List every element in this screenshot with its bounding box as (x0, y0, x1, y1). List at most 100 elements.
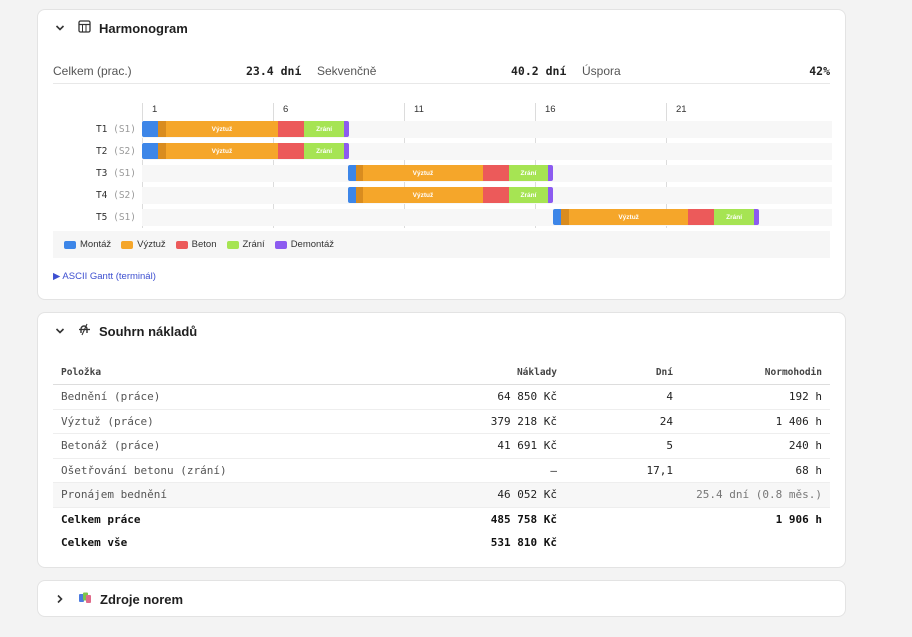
total-value: 23.4 dní (246, 64, 302, 78)
gantt-tick-label: 6 (283, 104, 289, 115)
gantt-bar-vyztuz: Výztuž (165, 121, 279, 137)
gantt-bar-zrani: Zrání (508, 187, 549, 203)
cell-days (565, 531, 681, 555)
gantt-bar-beton (482, 187, 509, 203)
seq-value: 40.2 dní (511, 64, 567, 78)
gantt-bar-vyztuz_dark (355, 187, 364, 203)
sources-header[interactable]: Zdroje norem (54, 581, 183, 617)
legend-label: Beton (191, 239, 217, 250)
chevron-down-icon[interactable] (54, 22, 66, 34)
legend-swatch (64, 240, 76, 249)
books-icon (78, 591, 92, 607)
sources-title: Zdroje norem (100, 591, 184, 607)
harmonogram-title: Harmonogram (99, 20, 188, 36)
legend-label: Zrání (242, 239, 265, 250)
cell-item: Pronájem bednění (53, 482, 359, 508)
gantt-bar-vyztuz_dark (157, 143, 166, 159)
legend-item-demontaz: Demontáž (274, 239, 334, 250)
gantt-bar-demontaz (343, 143, 349, 159)
cell-cost: 64 850 Kč (359, 384, 565, 410)
gantt-bar-montaz (142, 143, 158, 159)
table-row: Výztuž (práce) 379 218 Kč 24 1 406 h (53, 409, 830, 434)
cell-cost: — (359, 458, 565, 483)
gantt-bar-zrani: Zrání (304, 143, 344, 159)
legend-swatch (175, 240, 188, 249)
gantt-tick-label: 1 (152, 104, 158, 115)
gantt-tick-label: 21 (676, 104, 687, 115)
gantt-bar-montaz (347, 165, 356, 181)
costs-table: Položka Náklady Dní Normohodin Bednění (… (53, 361, 830, 555)
gantt-bar-demontaz (343, 121, 349, 137)
ascii-gantt-toggle[interactable]: ▶ ASCII Gantt (terminál) (53, 271, 156, 282)
gantt-bar-zrani: Zrání (508, 165, 549, 181)
gantt-bar-zrani: Zrání (304, 121, 344, 137)
legend-item-beton: Beton (175, 239, 217, 250)
gantt-bar-demontaz (548, 187, 554, 203)
gantt-bar-montaz (553, 209, 562, 225)
legend-item-vyztuz: Výztuž (121, 239, 166, 250)
costs-title: Souhrn nákladů (99, 323, 198, 339)
gantt-bar-montaz (347, 187, 356, 203)
rental-row: Pronájem bednění 46 052 Kč 25.4 dní (0.8… (53, 482, 830, 508)
cell-item: Celkem vše (61, 536, 128, 550)
gantt-bar-beton (482, 165, 509, 181)
legend-label: Výztuž (137, 239, 166, 250)
chevron-right-icon[interactable] (54, 593, 66, 605)
gantt-bar-vyztuz: Výztuž (165, 143, 279, 159)
seq-label: Sekvenčně (317, 64, 377, 78)
table-header-row: Položka Náklady Dní Normohodin (53, 361, 830, 385)
col-cost: Náklady (359, 361, 565, 385)
cell-days: 17,1 (565, 458, 681, 483)
table-row: Bednění (práce) 64 850 Kč 4 192 h (53, 384, 830, 410)
gantt-chart: 1 6 11 16 21 T1 (S1) Výztuž Zrání T2 (S2) Výztuž Z… (53, 94, 832, 229)
gantt-bar-montaz (142, 121, 158, 137)
table-row: Betonáž (práce) 41 691 Kč 5 240 h (53, 433, 830, 459)
costs-header[interactable]: Souhrn nákladů (54, 313, 197, 349)
cell-hours: 1 906 h (775, 512, 822, 526)
gantt-bar-vyztuz: Výztuž (363, 187, 483, 203)
cell-days: 5 (565, 433, 681, 459)
gantt-bar-vyztuz: Výztuž (363, 165, 483, 181)
saving-value: 42% (809, 64, 830, 78)
legend-swatch (121, 240, 134, 249)
gantt-bar-demontaz (548, 165, 554, 181)
cell-cost: 485 758 Kč (490, 512, 557, 526)
gantt-bar-zrani: Zrání (714, 209, 754, 225)
gantt-row-label: T1 (S1) (95, 124, 136, 135)
gantt-tick-label: 16 (545, 104, 556, 115)
legend-item-montaz: Montáž (64, 239, 111, 250)
legend-swatch (226, 240, 239, 249)
chevron-down-icon[interactable] (54, 325, 66, 337)
legend-label: Demontáž (290, 239, 334, 250)
legend-item-zrani: Zrání (226, 239, 265, 250)
cell-days (565, 507, 681, 531)
cell-hours: 1 406 h (681, 409, 830, 434)
cell-hours: 240 h (681, 433, 830, 459)
gantt-bar-beton (278, 143, 305, 159)
gantt-row-label: T5 (S1) (95, 212, 136, 223)
col-item: Položka (53, 361, 359, 385)
total-work-row: Celkem práce 485 758 Kč 1 906 h (53, 507, 830, 531)
col-days: Dní (565, 361, 681, 385)
sources-card: Zdroje norem (37, 580, 846, 617)
stats-bar: Celkem (prac.) 23.4 dní Sekvenčně 40.2 d… (53, 61, 830, 84)
gantt-tick-label: 11 (414, 104, 424, 115)
gantt-row-label: T2 (S2) (95, 146, 136, 157)
cell-item: Celkem práce (61, 512, 141, 526)
gantt-bar-vyztuz: Výztuž (569, 209, 689, 225)
cell-item: Výztuž (práce) (53, 409, 359, 434)
cell-item: Betonáž (práce) (53, 433, 359, 459)
cell-days: 24 (565, 409, 681, 434)
total-label: Celkem (prac.) (53, 64, 132, 78)
total-all-row: Celkem vše 531 810 Kč (53, 531, 830, 555)
gantt-row-label: T3 (S1) (95, 168, 136, 179)
table-row: Ošetřování betonu (zrání) — 17,1 68 h (53, 458, 830, 483)
calendar-icon (78, 20, 91, 36)
cell-hours: 192 h (681, 384, 830, 410)
currency-icon (78, 323, 91, 339)
cell-cost: 46 052 Kč (359, 482, 565, 508)
harmonogram-card: Harmonogram Celkem (prac.) 23.4 dní Sekv… (37, 9, 846, 300)
gantt-legend: Montáž Výztuž Beton Zrání Demontáž (53, 231, 830, 258)
harmonogram-header[interactable]: Harmonogram (54, 10, 188, 46)
saving-label: Úspora (582, 64, 621, 78)
